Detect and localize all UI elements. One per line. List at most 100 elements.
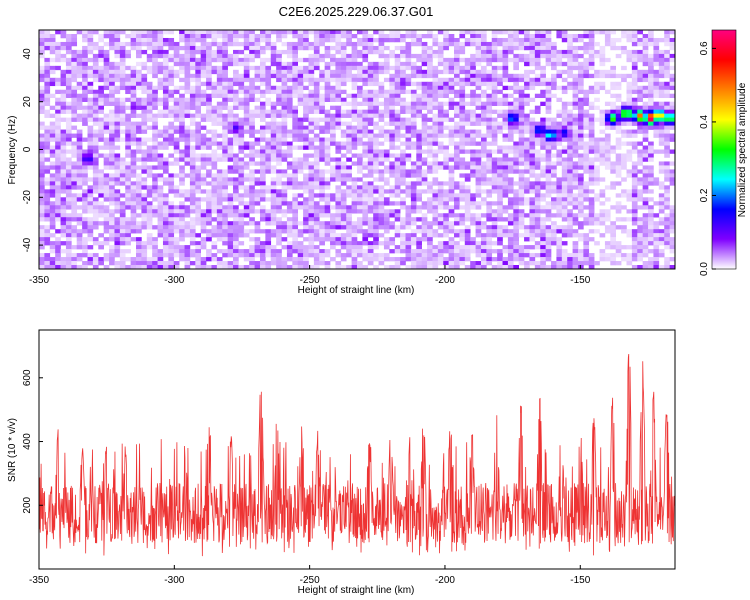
heatmap-cell	[292, 213, 299, 218]
heatmap-cell	[254, 113, 261, 118]
heatmap-cell	[653, 77, 660, 83]
heatmap-cell	[658, 149, 665, 154]
heatmap-cell	[545, 117, 552, 122]
heatmap-cell	[319, 73, 325, 79]
heatmap-cell	[292, 161, 299, 166]
heatmap-cell	[184, 233, 191, 238]
heatmap-cell	[249, 193, 255, 198]
heatmap-cell	[281, 81, 288, 87]
heatmap-cell	[162, 129, 169, 134]
heatmap-cell	[168, 37, 175, 43]
heatmap-cell	[464, 37, 471, 43]
heatmap-cell	[346, 41, 352, 47]
heatmap-cell	[71, 165, 78, 170]
heatmap-cell	[233, 101, 239, 106]
heatmap-cell	[281, 209, 288, 214]
heatmap-cell	[238, 209, 245, 214]
heatmap-cell	[410, 205, 417, 210]
heatmap-cell	[319, 209, 325, 214]
heatmap-cell	[87, 97, 94, 102]
heatmap-cell	[179, 201, 185, 206]
heatmap-cell	[114, 145, 121, 150]
heatmap-cell	[335, 157, 342, 162]
heatmap-cell	[389, 81, 396, 87]
heatmap-cell	[119, 181, 126, 186]
heatmap-cell	[119, 169, 126, 174]
heatmap-cell	[631, 209, 638, 214]
heatmap-cell	[65, 205, 72, 210]
heatmap-cell	[313, 237, 320, 242]
heatmap-cell	[480, 69, 487, 75]
heatmap-cell	[373, 125, 379, 130]
heatmap-cell	[518, 45, 525, 51]
heatmap-cell	[233, 113, 239, 118]
heatmap-cell	[394, 181, 401, 186]
heatmap-cell	[173, 53, 180, 59]
heatmap-cell	[480, 41, 487, 47]
heatmap-cell	[357, 30, 363, 35]
heatmap-cell	[297, 121, 304, 126]
heatmap-cell	[540, 33, 546, 39]
heatmap-cell	[286, 73, 293, 79]
heatmap-cell	[518, 201, 525, 206]
heatmap-cell	[82, 169, 88, 174]
heatmap-cell	[373, 113, 379, 118]
heatmap-cell	[410, 241, 417, 246]
heatmap-cell	[658, 53, 665, 59]
heatmap-cell	[249, 81, 255, 87]
heatmap-cell	[55, 217, 61, 222]
heatmap-cell	[206, 205, 212, 210]
heatmap-cell	[281, 157, 288, 162]
heatmap-cell	[335, 185, 342, 190]
heatmap-cell	[227, 81, 234, 87]
heatmap-cell	[303, 117, 309, 122]
heatmap-cell	[416, 133, 422, 138]
heatmap-cell	[276, 89, 282, 95]
heatmap-cell	[71, 233, 78, 238]
heatmap-cell	[189, 197, 196, 202]
heatmap-cell	[394, 53, 401, 59]
heatmap-cell	[604, 197, 611, 202]
heatmap-cell	[211, 89, 218, 95]
heatmap-cell	[631, 65, 638, 71]
heatmap-cell	[389, 117, 396, 122]
heatmap-cell	[233, 77, 239, 83]
heatmap-cell	[157, 161, 164, 166]
heatmap-cell	[642, 105, 649, 110]
heatmap-cell	[626, 33, 633, 39]
heatmap-cell	[346, 125, 352, 130]
heatmap-cell	[189, 65, 196, 71]
heatmap-cell	[577, 133, 584, 138]
heatmap-cell	[373, 89, 379, 95]
heatmap-cell	[146, 205, 153, 210]
heatmap-cell	[335, 149, 342, 154]
heatmap-cell	[443, 30, 449, 35]
heatmap-cell	[464, 149, 471, 154]
heatmap-cell	[486, 237, 493, 242]
heatmap-cell	[227, 149, 234, 154]
heatmap-cell	[319, 37, 325, 43]
heatmap-cell	[87, 233, 94, 238]
heatmap-cell	[65, 93, 72, 99]
heatmap-cell	[173, 157, 180, 162]
heatmap-cell	[130, 213, 137, 218]
heatmap-cell	[631, 53, 638, 59]
heatmap-cell	[346, 30, 352, 35]
heatmap-cell	[599, 157, 606, 162]
heatmap-cell	[119, 61, 126, 67]
heatmap-cell	[39, 33, 45, 39]
heatmap-cell	[367, 129, 374, 134]
heatmap-cell	[249, 117, 255, 122]
heatmap-cell	[125, 65, 131, 71]
heatmap-cell	[637, 97, 643, 102]
heatmap-cell	[55, 41, 61, 47]
heatmap-cell	[664, 117, 670, 122]
heatmap-cell	[588, 57, 595, 63]
heatmap-cell	[577, 185, 584, 190]
heatmap-cell	[577, 201, 584, 206]
heatmap-cell	[621, 77, 627, 83]
heatmap-cell	[55, 121, 61, 126]
heatmap-cell	[459, 149, 466, 154]
heatmap-cell	[211, 201, 218, 206]
heatmap-cell	[556, 153, 563, 158]
